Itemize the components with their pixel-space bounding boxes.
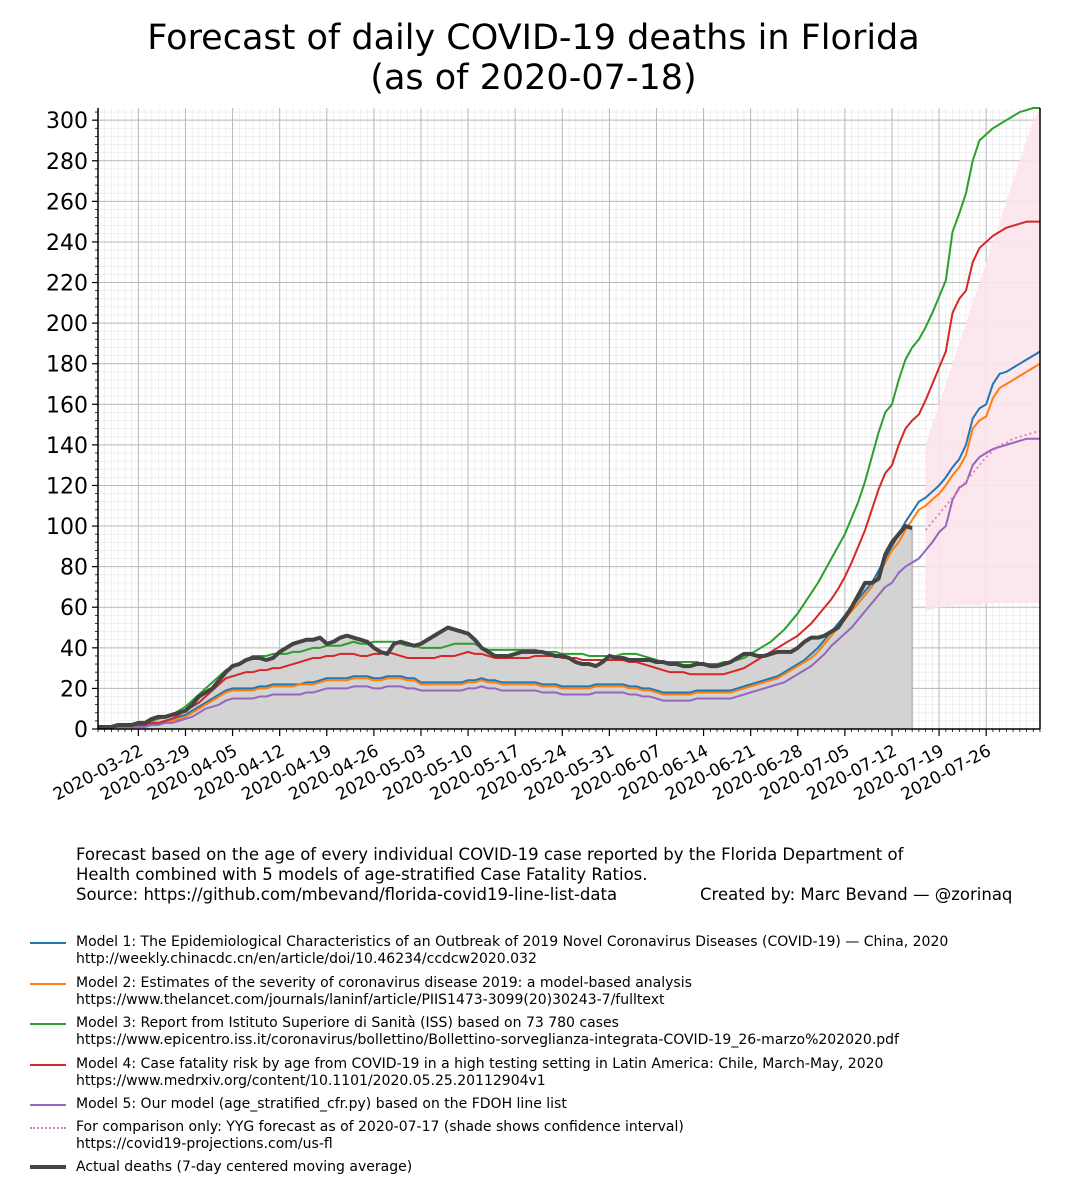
legend-line2: https://www.epicentro.iss.it/coronavirus… bbox=[76, 1031, 899, 1048]
chart-lines bbox=[98, 107, 1041, 729]
y-tick-label: 260 bbox=[46, 190, 88, 215]
legend-text-model3: Model 3: Report from Istituto Superiore … bbox=[76, 1015, 899, 1048]
legend-line2: https://www.medrxiv.org/content/10.1101/… bbox=[76, 1072, 546, 1089]
legend-swatch-model2 bbox=[30, 983, 66, 985]
legend-text-model4: Model 4: Case fatality risk by age from … bbox=[76, 1056, 883, 1089]
caption-source: Source: https://github.com/mbevand/flori… bbox=[76, 885, 618, 904]
legend-swatch-model4 bbox=[30, 1064, 66, 1066]
legend-line1: Model 1: The Epidemiological Characteris… bbox=[76, 934, 949, 950]
y-tick-label: 100 bbox=[46, 515, 88, 540]
legend-line1: Model 2: Estimates of the severity of co… bbox=[76, 975, 692, 991]
top-cover bbox=[0, 0, 1067, 107]
caption-line1: Forecast based on the age of every indiv… bbox=[76, 845, 904, 864]
y-tick-label: 200 bbox=[46, 312, 88, 337]
y-tick-label: 80 bbox=[60, 556, 88, 581]
actual-deaths-line bbox=[98, 524, 913, 729]
legend-swatch-actual bbox=[30, 1165, 66, 1169]
legend-line1: Actual deaths (7-day centered moving ave… bbox=[76, 1159, 413, 1175]
y-tick-label: 60 bbox=[60, 596, 88, 621]
chart-title-line2: (as of 2020-07-18) bbox=[370, 58, 697, 98]
y-tick-label: 220 bbox=[46, 272, 88, 297]
forecast-chart: 0 20 40 60 80 100 120 140 160 180 200 220 240 260 280 3… bbox=[0, 0, 1067, 806]
legend-text-model1: Model 1: The Epidemiological Characteris… bbox=[76, 934, 948, 967]
actual-deaths-area bbox=[98, 526, 913, 729]
chart-title-line1: Forecast of daily COVID-19 deaths in Flo… bbox=[147, 18, 920, 58]
series-line-model-3 bbox=[98, 107, 1040, 728]
yyg-confidence-band bbox=[925, 108, 1040, 612]
y-tick-label: 40 bbox=[60, 637, 88, 662]
caption-credit: Created by: Marc Bevand — @zorinaq bbox=[700, 885, 1013, 904]
legend-text-actual: Actual deaths (7-day centered moving ave… bbox=[76, 1159, 412, 1176]
legend-line1: Model 3: Report from Istituto Superiore … bbox=[76, 1015, 619, 1031]
y-tick-label: 160 bbox=[46, 393, 88, 418]
y-tick-label: 20 bbox=[60, 677, 88, 702]
y-tick-label: 280 bbox=[46, 150, 88, 175]
y-tick-label: 140 bbox=[46, 434, 88, 459]
caption-line2: Health combined with 5 models of age-str… bbox=[76, 865, 648, 884]
legend-line2: https://covid19-projections.com/us-fl bbox=[76, 1135, 333, 1152]
legend-swatch-model1 bbox=[30, 942, 66, 944]
legend-swatch-model3 bbox=[30, 1023, 66, 1025]
series-line-yyg-forecast bbox=[924, 429, 1041, 531]
legend-line1: For comparison only: YYG forecast as of … bbox=[76, 1119, 684, 1135]
legend-text-model5: Model 5: Our model (age_stratified_cfr.p… bbox=[76, 1096, 567, 1113]
legend-line1: Model 5: Our model (age_stratified_cfr.p… bbox=[76, 1096, 567, 1112]
y-tick-label: 120 bbox=[46, 474, 88, 499]
y-tick-label: 300 bbox=[46, 109, 88, 134]
y-tick-label: 240 bbox=[46, 231, 88, 256]
legend-text-model2: Model 2: Estimates of the severity of co… bbox=[76, 975, 692, 1008]
legend-line2: https://www.thelancet.com/journals/lanin… bbox=[76, 991, 665, 1008]
legend-line1: Model 4: Case fatality risk by age from … bbox=[76, 1056, 884, 1072]
y-tick-label: 180 bbox=[46, 353, 88, 378]
y-tick-label: 0 bbox=[74, 718, 88, 743]
legend-text-yyg: For comparison only: YYG forecast as of … bbox=[76, 1119, 684, 1152]
series-line-model-5 bbox=[98, 437, 1040, 728]
legend-swatch-model5 bbox=[30, 1104, 66, 1106]
legend-line2: http://weekly.chinacdc.cn/en/article/doi… bbox=[76, 950, 537, 967]
legend-swatch-yyg bbox=[30, 1127, 66, 1129]
